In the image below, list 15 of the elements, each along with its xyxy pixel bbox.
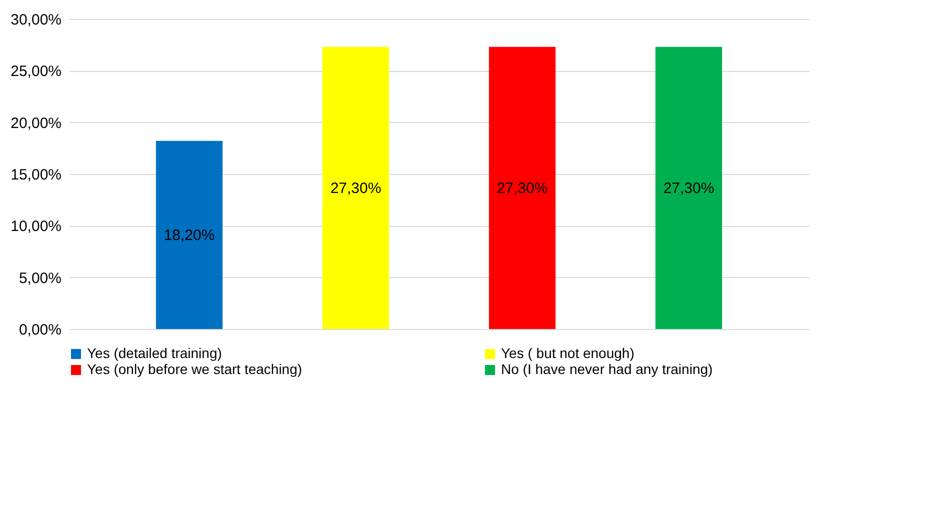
legend-label: Yes (detailed training) [87,345,222,361]
legend-label: Yes (only before we start teaching) [87,361,302,377]
y-tick-label: 5,00% [18,270,62,287]
y-tick-label: 15,00% [10,166,62,184]
legend-label: No (I have never had any training) [501,361,713,377]
y-tick-label: 10,00% [10,218,62,236]
data-label: 18,20% [164,226,215,244]
legend-label: Yes ( but not enough) [501,345,634,361]
y-tick-label: 30,00% [10,12,62,28]
y-tick-label: 0,00% [18,322,62,338]
data-label: 27,30% [663,180,714,197]
data-label: 27,30% [496,180,548,197]
y-tick-label: 25,00% [10,63,62,80]
data-label: 27,30% [330,180,382,197]
y-tick-label: 20,00% [10,114,62,132]
